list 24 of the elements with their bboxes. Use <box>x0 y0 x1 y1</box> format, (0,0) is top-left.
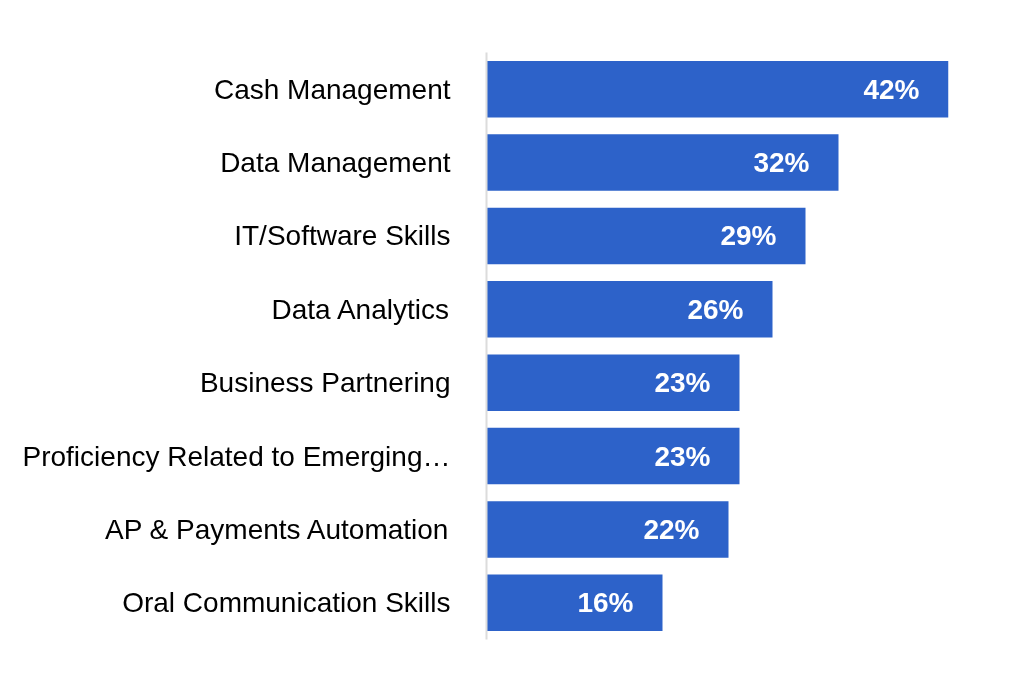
y-tick-label: Data Management <box>220 147 451 179</box>
data-label: 16% <box>577 587 634 619</box>
y-tick-label: Data Analytics <box>271 293 449 325</box>
data-label: 29% <box>720 220 777 252</box>
bar <box>486 501 729 558</box>
bar <box>486 427 740 485</box>
bar <box>486 134 839 191</box>
y-tick-label: Proficiency Related to Emerging… <box>22 440 451 472</box>
y-tick-label: Business Partnering <box>199 367 451 399</box>
bar <box>486 207 806 265</box>
data-label: 23% <box>654 367 711 399</box>
bar <box>486 281 773 338</box>
bar <box>486 354 740 411</box>
bar <box>486 574 663 632</box>
y-tick-label: AP & Payments Automation <box>105 513 449 545</box>
y-tick-label: Cash Management <box>213 73 451 105</box>
data-label: 22% <box>643 513 700 545</box>
y-tick-label: IT/Software Skills <box>234 220 451 252</box>
data-label: 23% <box>654 440 711 472</box>
bar <box>486 60 949 118</box>
data-label: 42% <box>863 73 920 105</box>
y-tick-label: Oral Communication Skills <box>122 587 451 619</box>
data-label: 32% <box>753 147 810 179</box>
data-label: 26% <box>687 293 744 325</box>
